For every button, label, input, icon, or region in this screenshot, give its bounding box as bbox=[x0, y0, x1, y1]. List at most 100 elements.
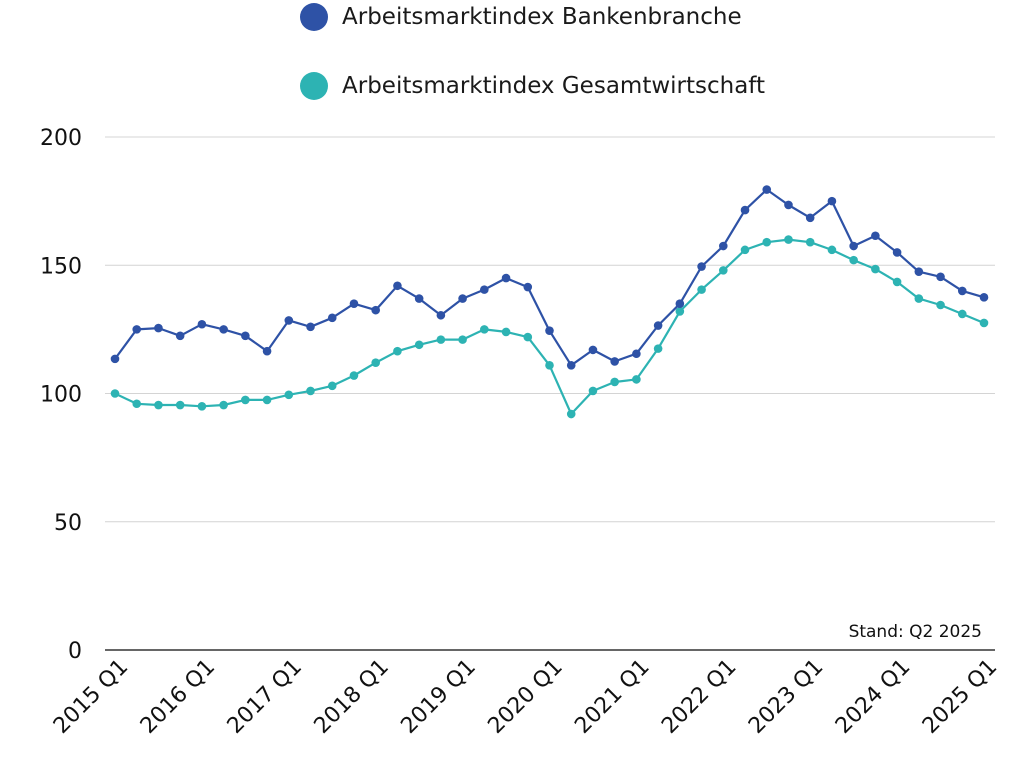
data-point-0-6 bbox=[241, 331, 250, 341]
data-point-1-21 bbox=[566, 409, 576, 419]
data-point-0-30 bbox=[762, 185, 772, 194]
data-point-1-25 bbox=[653, 344, 663, 353]
data-point-1-12 bbox=[371, 358, 381, 368]
data-point-1-14 bbox=[414, 340, 424, 350]
data-point-0-24 bbox=[632, 349, 641, 359]
x-tick-label-2025-q1: 2025 Q1 bbox=[918, 655, 1002, 739]
data-status-note: Stand: Q2 2025 bbox=[849, 622, 982, 642]
y-tick-label-200: 200 bbox=[40, 126, 82, 151]
data-point-0-27 bbox=[697, 262, 706, 271]
data-point-1-28 bbox=[719, 266, 728, 275]
data-point-0-33 bbox=[827, 196, 837, 206]
data-point-1-30 bbox=[762, 237, 772, 247]
x-tick-label-2020-q1: 2020 Q1 bbox=[483, 655, 567, 739]
data-point-0-28 bbox=[719, 241, 728, 251]
x-tick-label-2015-q1: 2015 Q1 bbox=[49, 655, 133, 739]
y-tick-label-150: 150 bbox=[40, 254, 82, 279]
data-point-1-1 bbox=[132, 399, 142, 409]
data-point-0-39 bbox=[957, 286, 967, 296]
data-point-0-1 bbox=[132, 325, 142, 334]
x-tick-label-2018-q1: 2018 Q1 bbox=[310, 655, 394, 739]
data-point-1-2 bbox=[154, 400, 163, 410]
data-point-0-23 bbox=[610, 357, 619, 366]
legend-label-bankenbranche: Arbeitsmarktindex Bankenbranche bbox=[342, 4, 742, 30]
data-point-1-35 bbox=[871, 264, 880, 274]
data-point-1-31 bbox=[784, 235, 793, 244]
data-point-0-40 bbox=[979, 293, 989, 302]
series-0 bbox=[110, 185, 989, 370]
data-point-0-25 bbox=[653, 321, 663, 330]
data-point-0-9 bbox=[306, 322, 315, 332]
data-point-1-20 bbox=[545, 360, 554, 370]
data-point-1-37 bbox=[914, 294, 924, 303]
data-point-1-8 bbox=[284, 390, 294, 400]
data-point-0-35 bbox=[871, 231, 880, 241]
data-point-1-32 bbox=[805, 237, 815, 247]
x-tick-label-2024-q1: 2024 Q1 bbox=[831, 655, 915, 739]
data-point-1-39 bbox=[957, 309, 967, 319]
x-tick-label-2017-q1: 2017 Q1 bbox=[223, 655, 307, 739]
x-tick-label-2022-q1: 2022 Q1 bbox=[657, 655, 741, 739]
data-point-1-4 bbox=[197, 402, 207, 411]
data-point-0-14 bbox=[414, 294, 424, 303]
data-point-0-36 bbox=[892, 248, 902, 257]
data-point-1-38 bbox=[936, 300, 945, 310]
data-point-1-19 bbox=[523, 332, 533, 342]
data-point-0-11 bbox=[349, 299, 359, 309]
x-tick-label-2016-q1: 2016 Q1 bbox=[136, 655, 220, 739]
data-point-1-9 bbox=[306, 386, 315, 396]
data-point-0-7 bbox=[262, 346, 272, 356]
data-point-1-11 bbox=[349, 371, 359, 380]
data-point-0-13 bbox=[393, 281, 402, 291]
data-point-1-17 bbox=[480, 325, 489, 334]
data-point-1-40 bbox=[979, 318, 989, 328]
legend-label-gesamtwirtschaft: Arbeitsmarktindex Gesamtwirtschaft bbox=[342, 73, 766, 99]
data-point-0-17 bbox=[480, 285, 489, 294]
x-tick-label-2021-q1: 2021 Q1 bbox=[570, 655, 654, 739]
data-point-0-2 bbox=[154, 323, 163, 333]
data-point-0-16 bbox=[458, 294, 467, 303]
data-point-0-8 bbox=[284, 316, 294, 325]
x-tick-label-2023-q1: 2023 Q1 bbox=[744, 655, 828, 739]
legend-item-gesamtwirtschaft: Arbeitsmarktindex Gesamtwirtschaft bbox=[300, 72, 765, 100]
data-point-1-16 bbox=[458, 335, 467, 344]
data-point-1-6 bbox=[241, 395, 250, 405]
data-point-1-10 bbox=[327, 381, 337, 391]
data-point-0-20 bbox=[545, 326, 554, 335]
x-tick-label-2019-q1: 2019 Q1 bbox=[396, 655, 480, 739]
data-point-0-15 bbox=[436, 310, 446, 320]
data-point-1-0 bbox=[110, 389, 120, 398]
y-axis-ticks: 0 50 100 150 200 bbox=[40, 126, 82, 664]
data-point-0-18 bbox=[501, 273, 511, 283]
y-tick-label-0: 0 bbox=[68, 639, 82, 664]
data-point-1-15 bbox=[436, 335, 446, 344]
data-point-1-24 bbox=[632, 375, 641, 384]
data-point-1-22 bbox=[588, 386, 598, 396]
data-point-1-23 bbox=[610, 377, 619, 387]
data-point-1-29 bbox=[740, 245, 750, 255]
data-point-1-33 bbox=[827, 245, 837, 255]
legend-marker-gesamtwirtschaft bbox=[300, 72, 328, 100]
data-point-0-37 bbox=[914, 267, 924, 276]
x-axis-ticks: 2015 Q1 2016 Q1 2017 Q1 2018 Q1 2019 Q1 2020 … bbox=[49, 655, 1002, 739]
data-point-1-36 bbox=[892, 277, 902, 287]
gridlines bbox=[105, 136, 995, 651]
data-point-0-38 bbox=[936, 272, 945, 282]
data-point-1-26 bbox=[675, 307, 685, 316]
data-point-0-22 bbox=[588, 345, 598, 355]
data-point-0-26 bbox=[675, 299, 685, 309]
data-point-0-31 bbox=[784, 200, 793, 210]
data-point-0-12 bbox=[371, 305, 381, 315]
data-point-1-13 bbox=[393, 346, 402, 356]
data-point-0-3 bbox=[175, 331, 185, 341]
data-point-1-3 bbox=[175, 400, 185, 410]
data-point-1-34 bbox=[849, 255, 858, 265]
data-point-0-5 bbox=[219, 325, 228, 334]
series-1 bbox=[110, 235, 989, 419]
y-tick-label-100: 100 bbox=[40, 383, 82, 408]
data-point-0-19 bbox=[523, 282, 533, 292]
data-point-1-5 bbox=[219, 400, 228, 410]
data-point-0-4 bbox=[197, 319, 207, 329]
data-point-0-0 bbox=[110, 354, 120, 364]
legend-item-bankenbranche: Arbeitsmarktindex Bankenbranche bbox=[300, 3, 742, 31]
